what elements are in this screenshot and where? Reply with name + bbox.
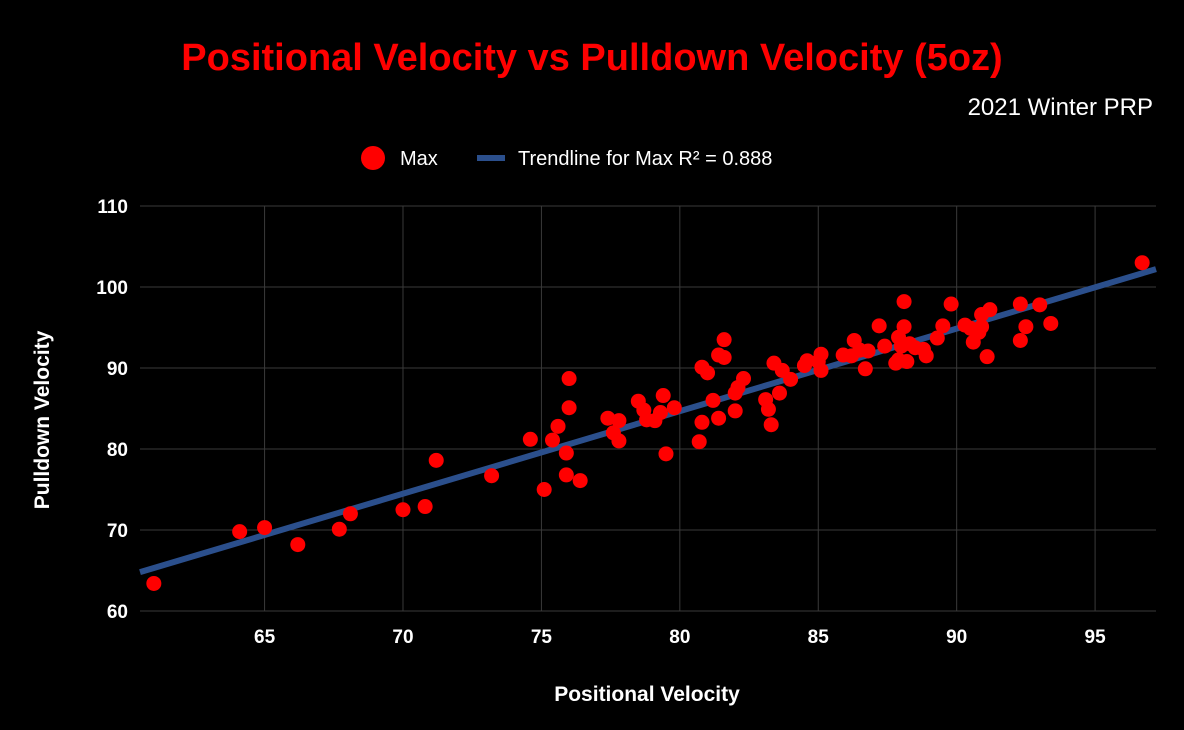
data-point bbox=[813, 346, 829, 362]
data-point bbox=[716, 332, 732, 348]
data-point bbox=[536, 482, 552, 497]
data-point bbox=[896, 294, 912, 310]
data-point bbox=[694, 414, 710, 430]
data-point bbox=[484, 468, 500, 484]
data-point bbox=[331, 521, 347, 537]
grid bbox=[140, 205, 1156, 612]
y-tick-label: 100 bbox=[96, 278, 128, 299]
data-point bbox=[974, 319, 990, 335]
data-point bbox=[877, 338, 893, 354]
data-point bbox=[1134, 255, 1150, 271]
data-point bbox=[558, 445, 574, 461]
data-point bbox=[813, 362, 829, 378]
x-tick-label: 70 bbox=[392, 627, 413, 648]
y-tick-label: 70 bbox=[107, 521, 128, 542]
data-point bbox=[652, 405, 668, 421]
data-point bbox=[771, 385, 787, 401]
data-point bbox=[658, 446, 674, 462]
data-point bbox=[705, 392, 721, 408]
x-tick-label: 90 bbox=[946, 627, 967, 648]
data-point bbox=[935, 318, 951, 334]
data-point bbox=[1032, 297, 1048, 313]
data-point bbox=[428, 452, 444, 468]
data-points bbox=[146, 255, 1150, 591]
data-point bbox=[982, 302, 998, 318]
data-point bbox=[146, 575, 162, 591]
data-point bbox=[763, 417, 779, 433]
data-point bbox=[232, 524, 248, 540]
y-tick-label: 80 bbox=[107, 440, 128, 461]
data-point bbox=[857, 361, 873, 377]
y-tick-label: 110 bbox=[97, 197, 128, 218]
data-point bbox=[572, 473, 588, 489]
data-point bbox=[899, 354, 915, 370]
data-point bbox=[666, 400, 682, 416]
data-point bbox=[860, 343, 876, 359]
y-tick-label: 90 bbox=[107, 359, 128, 380]
data-point bbox=[611, 413, 627, 429]
y-tick-label: 60 bbox=[107, 602, 128, 623]
data-point bbox=[727, 403, 743, 419]
data-point bbox=[711, 410, 727, 426]
legend-label-trendline: Trendline for Max R² = 0.888 bbox=[518, 148, 772, 170]
legend-marker-max bbox=[361, 146, 385, 170]
data-point bbox=[1012, 296, 1028, 312]
chart-title: Positional Velocity vs Pulldown Velocity… bbox=[181, 37, 1002, 79]
data-point bbox=[550, 418, 566, 434]
data-point bbox=[691, 434, 707, 450]
data-point bbox=[417, 499, 433, 515]
data-point bbox=[558, 467, 574, 483]
data-point bbox=[871, 318, 887, 334]
x-tick-label: 95 bbox=[1085, 627, 1107, 648]
data-point bbox=[342, 506, 358, 522]
data-point bbox=[1043, 315, 1059, 331]
legend-label-max: Max bbox=[400, 148, 438, 170]
data-point bbox=[896, 319, 912, 335]
data-point bbox=[943, 296, 959, 312]
data-point bbox=[760, 401, 776, 417]
legend: Max Trendline for Max R² = 0.888 bbox=[361, 146, 772, 170]
x-tick-label: 85 bbox=[808, 627, 830, 648]
data-point bbox=[799, 353, 815, 369]
data-point bbox=[918, 348, 934, 364]
data-point bbox=[561, 400, 577, 416]
chart-subtitle: 2021 Winter PRP bbox=[968, 94, 1153, 121]
data-point bbox=[979, 349, 995, 365]
tick-labels: 65 70 75 80 85 90 95 60 70 80 90 100 110 bbox=[96, 197, 1106, 648]
data-point bbox=[736, 371, 752, 387]
data-point bbox=[257, 520, 273, 536]
y-axis-label: Pulldown Velocity bbox=[31, 330, 54, 509]
x-tick-label: 80 bbox=[669, 627, 690, 648]
data-point bbox=[1018, 319, 1034, 335]
data-point bbox=[290, 537, 306, 553]
data-point bbox=[929, 330, 945, 346]
data-point bbox=[544, 432, 560, 448]
data-point bbox=[561, 371, 577, 387]
data-point bbox=[611, 433, 627, 449]
data-point bbox=[716, 349, 732, 365]
data-point bbox=[395, 502, 411, 518]
data-point bbox=[522, 431, 538, 447]
data-point bbox=[783, 371, 799, 387]
data-point bbox=[655, 388, 671, 404]
data-point bbox=[1012, 332, 1028, 348]
x-tick-label: 65 bbox=[254, 627, 276, 648]
x-tick-label: 75 bbox=[531, 627, 553, 648]
data-point bbox=[700, 365, 716, 381]
x-axis-label: Positional Velocity bbox=[554, 683, 740, 706]
